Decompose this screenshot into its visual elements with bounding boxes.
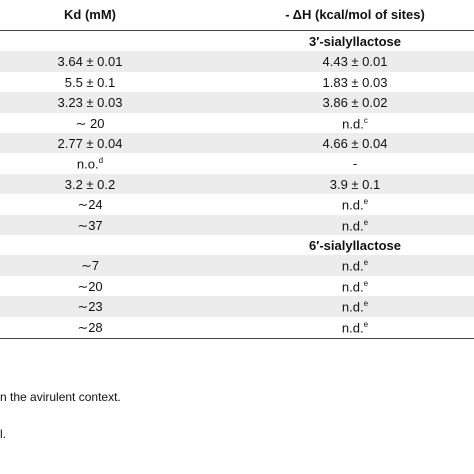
table-row: ∼37 n.d.e xyxy=(0,214,474,235)
dh-cell: n.d.e xyxy=(240,218,470,233)
dh-cell: - xyxy=(240,156,470,171)
table-row: ∼28 n.d.e xyxy=(0,317,474,337)
kd-cell: n.o.d xyxy=(20,156,160,171)
dh-cell: n.d.e xyxy=(240,258,470,273)
dh-cell: 1.83 ± 0.03 xyxy=(240,75,470,90)
kd-cell: ∼ 20 xyxy=(20,116,160,132)
kd-text: ∼24 xyxy=(77,197,103,213)
footnote: n the avirulent context. xyxy=(0,390,121,404)
table-row: ∼7 n.d.e xyxy=(0,255,474,276)
kd-cell: ∼37 xyxy=(20,218,160,234)
dh-text: n.d. xyxy=(341,279,364,295)
dh-text: n.d. xyxy=(342,115,364,131)
kd-text: ∼37 xyxy=(77,217,103,233)
kd-cell: 2.77 ± 0.04 xyxy=(20,136,160,151)
kd-text: ∼20 xyxy=(77,278,103,294)
table-row: ∼24 n.d.e xyxy=(0,194,474,214)
kd-cell: ∼23 xyxy=(20,299,160,315)
kd-text: ∼7 xyxy=(80,258,100,274)
dh-cell: 6′-sialyllactose xyxy=(240,238,470,253)
dh-text: n.d. xyxy=(341,197,364,213)
kd-text: 2.77 ± 0.04 xyxy=(57,136,123,151)
dh-text: 6′-sialyllactose xyxy=(308,238,401,253)
dh-text: n.d. xyxy=(341,217,364,233)
table-row: 3.23 ± 0.03 3.86 ± 0.02 xyxy=(0,92,474,113)
table-row: ∼20 n.d.e xyxy=(0,276,474,296)
dh-text: 3′-sialyllactose xyxy=(308,34,401,49)
dh-text: 3.86 ± 0.02 xyxy=(322,95,388,111)
dh-text: - xyxy=(352,156,358,172)
footnote-mark: c xyxy=(363,115,368,125)
table-row: ∼23 n.d.e xyxy=(0,296,474,317)
footnote-mark: e xyxy=(363,258,369,268)
kd-cell: ∼7 xyxy=(20,258,160,274)
dh-cell: 4.66 ± 0.04 xyxy=(240,136,470,151)
footnote-mark: e xyxy=(363,217,369,227)
footnote-mark: e xyxy=(363,197,369,207)
dh-text: n.d. xyxy=(341,299,364,315)
table-row: 3.2 ± 0.2 3.9 ± 0.1 xyxy=(0,173,474,195)
footnote-mark: e xyxy=(363,278,369,288)
footnote-mark: e xyxy=(363,299,369,309)
table-row: 2.77 ± 0.04 4.66 ± 0.04 xyxy=(0,133,474,154)
kd-cell: 3.2 ± 0.2 xyxy=(20,177,160,192)
kd-cell: 3.64 ± 0.01 xyxy=(20,54,160,69)
table-row: ∼ 20 n.d.c xyxy=(0,113,474,133)
dh-cell: n.d.e xyxy=(240,299,470,314)
table-row: 6′-sialyllactose xyxy=(0,235,474,255)
table-row: 3.64 ± 0.01 4.43 ± 0.01 xyxy=(0,51,474,72)
dh-cell: n.d.e xyxy=(240,197,470,212)
dh-text: 1.83 ± 0.03 xyxy=(322,74,388,90)
dh-cell: n.d.e xyxy=(240,279,470,294)
kd-text: 3.23 ± 0.03 xyxy=(57,95,123,111)
kd-text: 3.2 ± 0.2 xyxy=(64,176,116,192)
table-row: n.o.d - xyxy=(0,153,474,173)
dh-text: 4.66 ± 0.04 xyxy=(322,136,388,151)
dh-cell: n.d.e xyxy=(240,320,470,335)
footnote-mark: d xyxy=(98,156,104,166)
dh-cell: 3.86 ± 0.02 xyxy=(240,95,470,110)
kd-text: ∼ 20 xyxy=(75,115,105,131)
table-row: 3′-sialyllactose xyxy=(0,31,474,51)
kd-text: n.o. xyxy=(76,156,99,172)
dh-text: 3.9 ± 0.1 xyxy=(329,176,381,192)
dh-cell: 4.43 ± 0.01 xyxy=(240,54,470,69)
footnote: l. xyxy=(0,427,6,441)
dh-text: n.d. xyxy=(341,258,364,274)
kd-cell: ∼28 xyxy=(20,320,160,336)
kd-cell: ∼24 xyxy=(20,197,160,213)
kd-text: ∼28 xyxy=(77,319,103,335)
kd-text: 5.5 ± 0.1 xyxy=(64,74,116,90)
header-dh: - ΔH (kcal/mol of sites) xyxy=(285,7,425,22)
dh-cell: n.d.c xyxy=(240,116,470,131)
kd-cell: ∼20 xyxy=(20,279,160,295)
table-row: 5.5 ± 0.1 1.83 ± 0.03 xyxy=(0,72,474,92)
header-kd: Kd (mM) xyxy=(64,7,116,22)
kd-cell: 3.23 ± 0.03 xyxy=(20,95,160,110)
dh-text: 4.43 ± 0.01 xyxy=(322,54,388,70)
dh-cell: 3′-sialyllactose xyxy=(240,34,470,49)
dh-text: n.d. xyxy=(341,319,364,335)
kd-text: 3.64 ± 0.01 xyxy=(57,54,123,70)
bottom-rule xyxy=(0,338,474,339)
kd-cell: 5.5 ± 0.1 xyxy=(20,75,160,90)
footnote-mark: e xyxy=(363,319,369,329)
header-rule xyxy=(0,30,474,31)
kd-text: ∼23 xyxy=(77,299,103,315)
dh-cell: 3.9 ± 0.1 xyxy=(240,177,470,192)
